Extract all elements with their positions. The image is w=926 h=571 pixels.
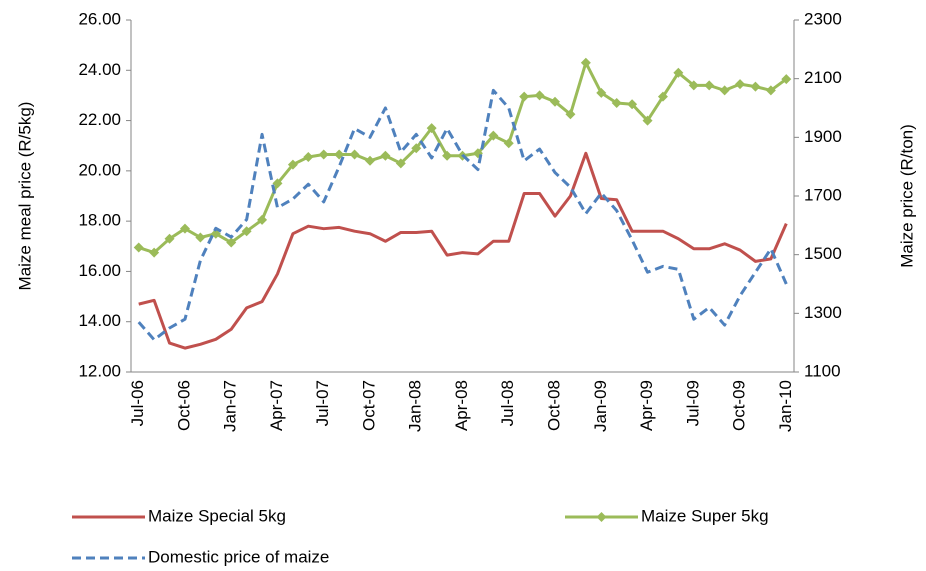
legend-label: Maize Special 5kg [148,506,286,525]
x-tick-label: Jan-08 [406,380,425,432]
series-marker [580,57,591,68]
x-tick-label: Jul-09 [683,380,702,426]
x-tick-label: Jul-07 [313,380,332,426]
series-marker [488,130,499,141]
y-axis-title: Maize meal price (R/5kg) [15,102,34,291]
y-tick-label: 20.00 [78,160,121,179]
series-marker [442,150,453,161]
x-tick-label: Jul-06 [128,380,147,426]
series-marker [688,80,699,91]
series-marker [364,155,375,166]
series-marker [750,81,761,92]
series-marker [149,247,160,258]
y-tick-label: 16.00 [78,261,121,280]
series-marker [318,149,329,160]
series-line [137,88,788,342]
series-marker [226,237,237,248]
y-tick-label: 18.00 [78,211,121,230]
series-marker [257,214,268,225]
x-tick-label: Jan-07 [221,380,240,432]
y2-tick-label: 1500 [804,244,842,263]
x-tick-label: Oct-08 [544,380,563,431]
series-marker [303,152,314,163]
series-marker [411,143,422,154]
y-tick-label: 12.00 [78,361,121,380]
series-marker [395,158,406,169]
series-marker [550,96,561,107]
y2-axis-title: Maize price (R/ton) [897,124,916,268]
series-marker [349,149,360,160]
y2-tick-label: 1700 [804,185,842,204]
legend-label: Maize Super 5kg [641,506,769,525]
y-tick-label: 24.00 [78,60,121,79]
legend-label: Domestic price of maize [148,547,329,566]
series-marker [519,91,530,102]
series-marker [565,109,576,120]
series-marker [195,232,206,243]
x-tick-label: Apr-07 [267,380,286,431]
series-marker [719,85,730,96]
y-tick-label: 26.00 [78,9,121,28]
series-marker [133,242,144,253]
series-marker [534,90,545,101]
x-tick-label: Apr-08 [452,380,471,431]
y2-tick-label: 1900 [804,127,842,146]
series-marker [611,97,622,108]
series-marker [179,223,190,234]
series-marker [287,159,298,170]
legend-marker [596,512,607,522]
series-marker [704,80,715,91]
y-tick-label: 22.00 [78,110,121,129]
series-line [138,151,788,350]
x-tick-label: Jan-09 [591,380,610,432]
series-marker [164,233,175,244]
y2-tick-label: 1100 [804,361,841,380]
series-marker [272,178,283,189]
series-marker [241,226,252,237]
series-marker [673,67,684,78]
series-marker [735,79,746,90]
series-marker [627,99,638,110]
series-marker [596,87,607,98]
x-tick-label: Oct-06 [174,380,193,431]
x-tick-label: Jan-10 [776,380,795,432]
series-marker [657,91,668,102]
series-marker [426,123,437,134]
x-tick-label: Apr-09 [637,380,656,431]
series-marker [642,115,653,126]
y2-tick-label: 1300 [804,303,842,322]
x-tick-label: Oct-09 [730,380,749,431]
y2-tick-label: 2100 [804,68,842,87]
series-marker [765,85,776,96]
x-tick-label: Jul-08 [498,380,517,426]
series-marker [380,150,391,161]
series-marker [503,138,514,149]
x-tick-label: Oct-07 [359,380,378,431]
y-tick-label: 14.00 [78,311,121,330]
y2-tick-label: 2300 [804,9,842,28]
series-marker [781,74,792,85]
